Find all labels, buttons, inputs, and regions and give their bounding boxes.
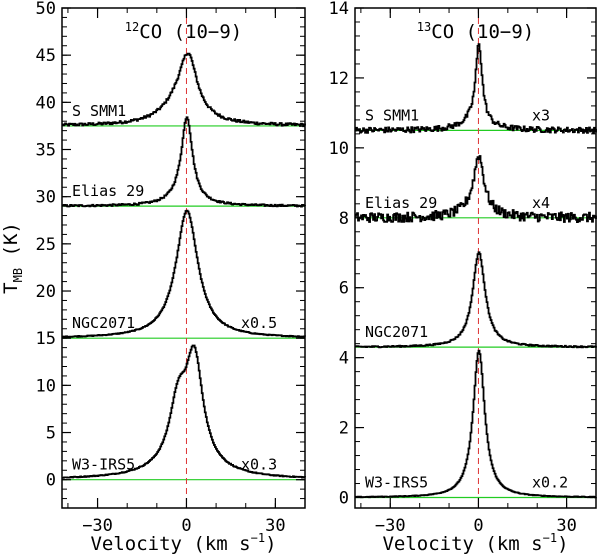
- y-tick-label: 20: [36, 282, 56, 302]
- y-tick-label: 30: [36, 188, 56, 208]
- y-tick-label: 0: [339, 489, 349, 509]
- y-tick-label: 15: [36, 329, 56, 349]
- x-axis-label: Velocity (km s−1): [90, 531, 276, 555]
- y-axis-label-suffix: (K): [0, 222, 22, 268]
- plot-frame: [354, 7, 597, 509]
- y-tick-label: 50: [36, 0, 56, 19]
- x-tick-label: 30: [265, 516, 285, 536]
- source-label: S SMM1: [365, 106, 419, 124]
- source-label: Elias 29: [365, 194, 437, 212]
- x-tick-label: 30: [556, 516, 576, 536]
- y-tick-label: 40: [36, 93, 56, 113]
- x-tick-label: 0: [181, 516, 191, 536]
- plot-frame: [61, 7, 306, 509]
- scale-factor-label: x0.5: [241, 314, 277, 332]
- y-tick-label: 12: [329, 69, 349, 89]
- y-tick-label: 10: [329, 139, 349, 159]
- y-axis-label-subscript: MB: [11, 268, 25, 282]
- spectrum-w3-irs5: [62, 344, 306, 479]
- title-superscript: 12: [125, 20, 139, 34]
- source-label: NGC2071: [72, 314, 135, 332]
- y-tick-label: 14: [329, 0, 349, 19]
- y-tick-label: 35: [36, 141, 56, 161]
- spectrum-elias-29: [62, 116, 306, 208]
- x-axis-label-superscript: −1: [251, 531, 265, 545]
- x-tick-label: −30: [375, 516, 406, 536]
- spectrum-ngc2071: [62, 209, 306, 338]
- spectrum-s-smm1: [62, 52, 306, 128]
- x-axis-label: Velocity (km s−1): [382, 531, 568, 555]
- source-label: NGC2071: [365, 323, 428, 341]
- y-axis-label: TMB (K): [0, 222, 25, 294]
- x-axis-label-suffix: ): [557, 533, 568, 555]
- source-label: S SMM1: [72, 102, 126, 120]
- panel-1: S SMM1 Elias 29 NGC2071 x0.5 W3-IRS5 x0.3 0 5 10…: [0, 0, 306, 555]
- scale-factor-label: x3: [532, 106, 550, 124]
- source-label: W3-IRS5: [72, 456, 135, 474]
- x-axis-label-text: Velocity (km s: [90, 533, 250, 555]
- x-tick-label: −30: [82, 516, 113, 536]
- scale-factor-label: x4: [532, 194, 550, 212]
- y-tick-label: 4: [339, 349, 349, 369]
- panel-title: 12CO (10−9): [125, 20, 242, 43]
- source-label: Elias 29: [72, 182, 144, 200]
- y-tick-label: 10: [36, 376, 56, 396]
- y-tick-label: 8: [339, 209, 349, 229]
- y-axis-label-main: T: [0, 282, 22, 293]
- x-tick-label: 0: [473, 516, 483, 536]
- spectrum-elias-29: [355, 155, 597, 224]
- y-tick-label: 6: [339, 279, 349, 299]
- y-tick-label: 0: [46, 471, 56, 491]
- scale-factor-label: x0.2: [532, 474, 568, 492]
- scale-factor-label: x0.3: [241, 456, 277, 474]
- source-label: W3-IRS5: [365, 474, 428, 492]
- x-axis-label-text: Velocity (km s: [382, 533, 542, 555]
- spectrum-ngc2071: [355, 251, 597, 349]
- x-axis-label-suffix: ): [265, 533, 276, 555]
- title-text: CO (10−9): [139, 21, 242, 43]
- panel-2: S SMM1 x3 Elias 29 x4 NGC2071 W3-IRS5 x0.2 0 2 4 6…: [329, 0, 597, 555]
- title-text: CO (10−9): [431, 21, 534, 43]
- y-tick-label: 25: [36, 235, 56, 255]
- title-superscript: 13: [417, 20, 431, 34]
- spectrum-w3-irs5: [355, 349, 597, 499]
- spectrum-s-smm1: [355, 43, 597, 134]
- y-tick-label: 5: [46, 424, 56, 444]
- y-tick-label: 45: [36, 46, 56, 66]
- x-axis-label-superscript: −1: [543, 531, 557, 545]
- panel-title: 13CO (10−9): [417, 20, 534, 43]
- y-tick-label: 2: [339, 419, 349, 439]
